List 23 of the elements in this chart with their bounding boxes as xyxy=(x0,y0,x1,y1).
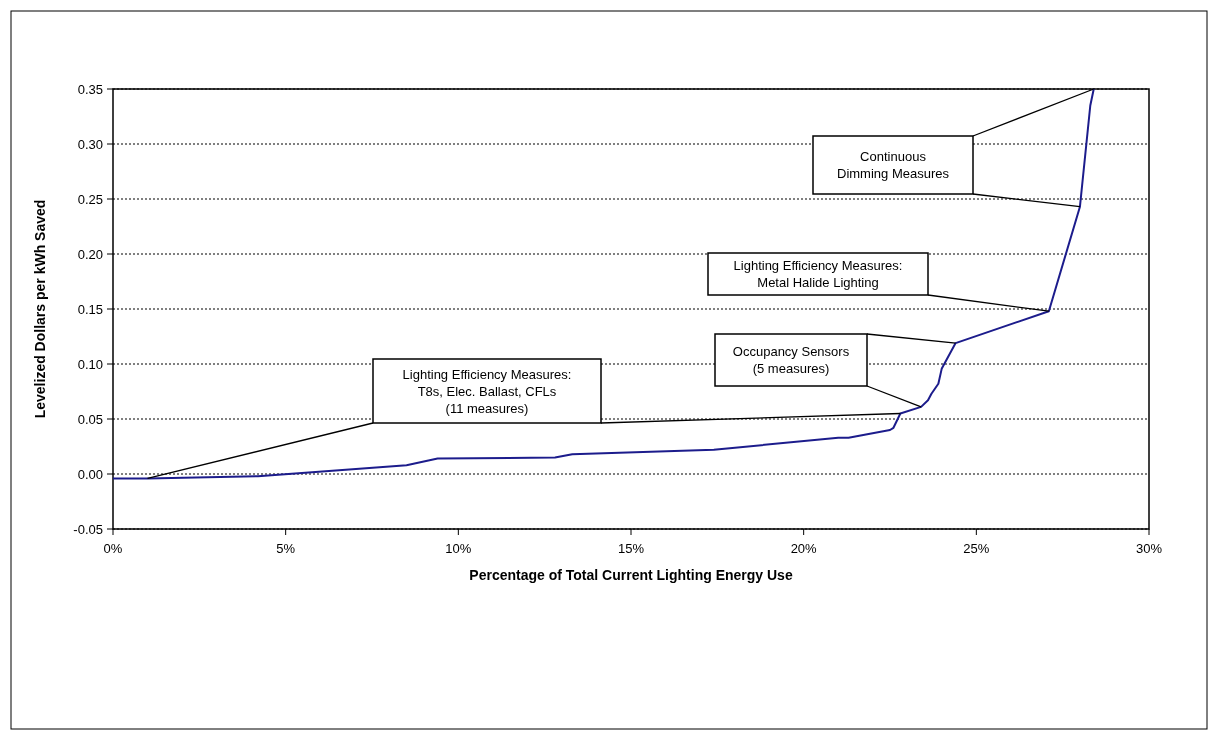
x-tick-label: 0% xyxy=(103,541,123,556)
y-tick-label: 0.10 xyxy=(77,356,103,372)
y-tick-label: -0.05 xyxy=(73,521,103,537)
x-tick-label: 10% xyxy=(445,541,472,556)
annotation: Continuous Dimming Measures xyxy=(837,149,950,182)
y-tick-label: 0.20 xyxy=(77,246,103,262)
annotation: Lighting Efficiency Measures: Metal Halide Lighting xyxy=(733,258,903,291)
x-tick-label: 25% xyxy=(963,541,990,556)
x-tick-label: 30% xyxy=(1135,541,1163,556)
y-axis-title: Levelized Dollars per kWh Saved xyxy=(32,199,48,419)
y-tick-label: 0.05 xyxy=(77,411,103,427)
annotation: Occupancy Sensors (5 measures) xyxy=(732,344,850,377)
line-series xyxy=(112,88,1095,480)
annotation: Lighting Efficiency Measures: T8s, Elec. Ballast, CFLs (11 measures) xyxy=(402,366,572,416)
y-tick-label: 0.00 xyxy=(77,466,103,482)
y-tick-label: 0.35 xyxy=(77,81,103,97)
x-tick-label: 20% xyxy=(790,541,818,556)
y-tick-label: 0.15 xyxy=(77,301,103,317)
x-tick-label: 5% xyxy=(276,541,296,556)
x-axis-title: Percentage of Total Current Lighting Energy Use xyxy=(469,567,793,583)
y-tick-label: 0.30 xyxy=(77,136,103,152)
x-tick-label: 15% xyxy=(617,541,645,556)
y-tick-label: 0.25 xyxy=(77,191,103,207)
